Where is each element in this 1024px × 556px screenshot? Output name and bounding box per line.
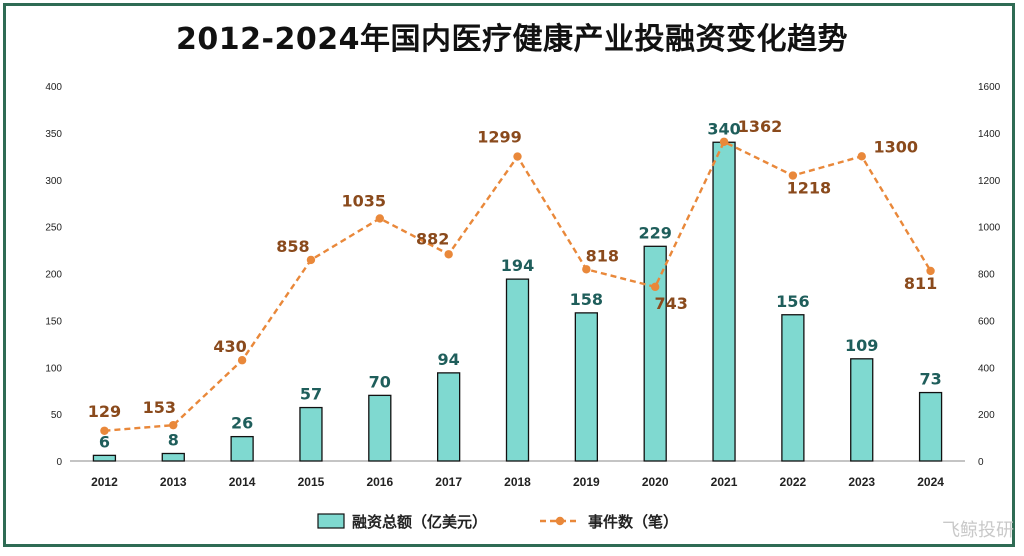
bar-value-label: 158 <box>570 290 603 309</box>
line-value-label: 1299 <box>477 128 522 147</box>
right-y-tick-label: 400 <box>978 363 995 374</box>
events-point <box>719 137 729 146</box>
bar-value-label: 6 <box>99 432 110 451</box>
legend-bar-label: 融资总额（亿美元） <box>352 513 487 531</box>
bar <box>643 245 667 462</box>
bar-value-label: 73 <box>919 370 941 389</box>
right-y-tick-label: 0 <box>978 457 984 468</box>
x-tick-label: 2018 <box>504 475 531 489</box>
events-point <box>650 282 660 292</box>
bar <box>781 314 805 462</box>
line-value-label: 129 <box>88 402 121 421</box>
left-y-tick-label: 150 <box>45 316 62 327</box>
line-value-label: 882 <box>416 229 449 248</box>
events-point <box>513 152 522 161</box>
events-point <box>582 265 591 274</box>
events-point <box>788 171 798 180</box>
bar <box>230 435 254 462</box>
events-point <box>100 426 109 435</box>
left-y-tick-label: 0 <box>56 457 62 468</box>
left-y-tick-label: 350 <box>45 129 62 140</box>
bar <box>850 358 874 462</box>
line-value-label: 743 <box>654 294 687 313</box>
left-y-tick-label: 300 <box>45 176 62 187</box>
bar <box>712 141 736 462</box>
line-value-label: 1300 <box>873 137 918 156</box>
bar <box>505 278 530 462</box>
events-point <box>857 152 866 161</box>
left-y-tick-label: 200 <box>45 270 62 281</box>
events-point <box>306 255 316 265</box>
bar <box>92 454 117 462</box>
line-value-label: 818 <box>586 246 619 265</box>
bar-value-label: 70 <box>369 372 391 391</box>
bar <box>299 406 323 462</box>
left-y-tick-label: 250 <box>45 223 62 234</box>
left-y-tick-label: 100 <box>45 363 62 374</box>
legend-line-marker <box>555 516 565 526</box>
events-point <box>926 266 935 276</box>
x-tick-label: 2016 <box>366 475 393 489</box>
chart-title: 2012-2024年国内医疗健康产业投融资变化趋势 <box>176 22 848 57</box>
x-tick-label: 2019 <box>573 475 600 489</box>
right-y-tick-label: 800 <box>978 270 995 281</box>
right-y-tick-label: 1200 <box>978 176 1001 187</box>
bar-value-label: 26 <box>231 414 253 433</box>
line-value-label: 430 <box>213 337 246 356</box>
line-value-label: 153 <box>143 398 176 417</box>
right-y-tick-label: 1000 <box>978 223 1001 234</box>
line-value-label: 858 <box>276 237 309 256</box>
right-y-tick-label: 1400 <box>978 129 1001 140</box>
events-point <box>375 214 385 223</box>
bar-value-label: 57 <box>300 385 322 404</box>
line-value-label: 1035 <box>342 191 387 210</box>
left-y-tick-label: 50 <box>51 410 63 421</box>
x-tick-label: 2023 <box>848 475 875 489</box>
line-value-label: 811 <box>904 274 937 293</box>
legend-bar-swatch <box>317 513 345 529</box>
right-y-tick-label: 1600 <box>978 82 1001 93</box>
right-y-tick-label: 200 <box>978 410 995 421</box>
x-tick-label: 2013 <box>160 475 187 489</box>
x-tick-label: 2017 <box>435 475 462 489</box>
events-point <box>237 356 247 365</box>
x-tick-label: 2021 <box>711 475 738 489</box>
bar-value-label: 194 <box>501 256 534 275</box>
bar-value-label: 340 <box>707 119 740 138</box>
x-tick-label: 2014 <box>229 475 256 489</box>
bar <box>368 394 392 462</box>
bar <box>574 312 598 462</box>
x-tick-label: 2020 <box>642 475 669 489</box>
events-point <box>444 250 453 259</box>
bar <box>437 372 461 462</box>
bar-value-label: 229 <box>638 223 671 242</box>
bar-value-label: 109 <box>845 336 878 355</box>
legend-line-label: 事件数（笔） <box>588 513 678 531</box>
x-tick-label: 2024 <box>917 475 944 489</box>
x-tick-label: 2022 <box>780 475 807 489</box>
bar <box>161 452 185 462</box>
line-value-label: 1218 <box>787 179 832 198</box>
events-point <box>169 420 178 430</box>
watermark: 飞鲸投研 <box>942 520 1014 541</box>
left-y-tick-label: 400 <box>45 82 62 93</box>
bar-value-label: 94 <box>438 350 460 369</box>
x-tick-label: 2012 <box>91 475 118 489</box>
right-y-tick-label: 600 <box>978 316 995 327</box>
x-tick-label: 2015 <box>298 475 325 489</box>
bar-value-label: 8 <box>168 431 179 450</box>
line-value-label: 1362 <box>738 117 783 136</box>
bar-value-label: 156 <box>776 292 809 311</box>
bar <box>918 391 943 462</box>
